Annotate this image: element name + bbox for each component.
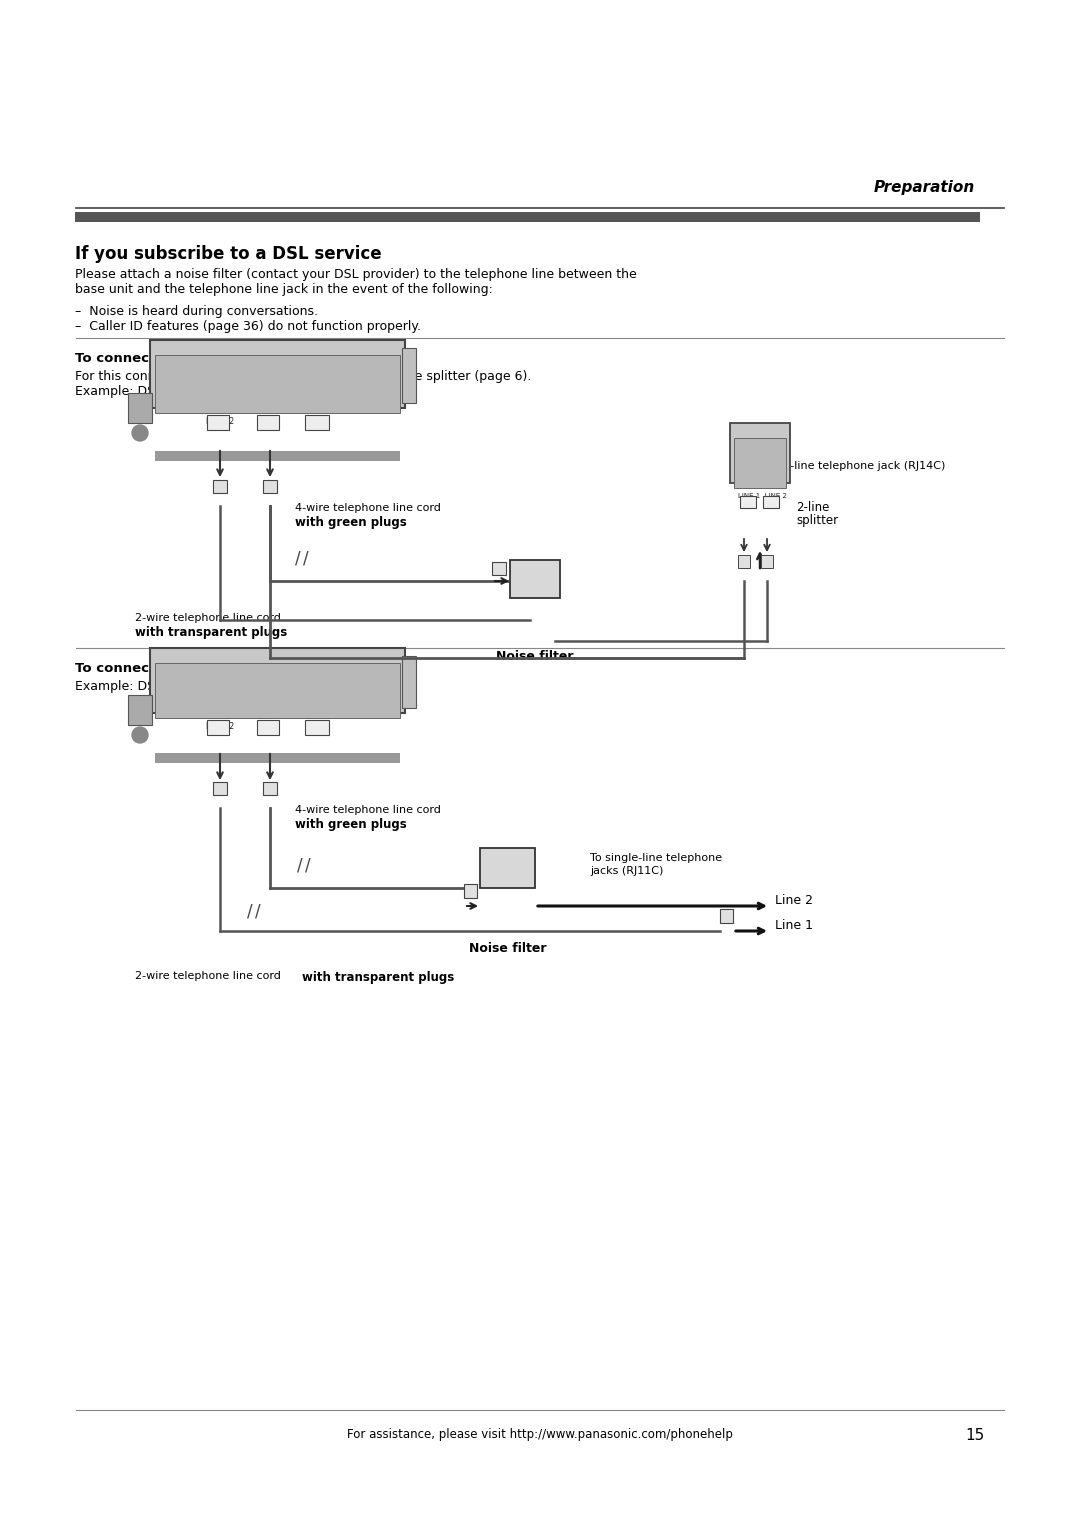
Bar xyxy=(207,416,229,429)
Bar xyxy=(156,451,400,461)
Text: /: / xyxy=(303,549,309,567)
Text: Example: DSL line is line 2: Example: DSL line is line 2 xyxy=(75,680,241,694)
Bar xyxy=(257,416,279,429)
Bar xyxy=(464,885,477,898)
Text: LINE2: LINE2 xyxy=(259,416,281,425)
Bar xyxy=(257,720,279,735)
Text: LINE1/2: LINE1/2 xyxy=(205,416,234,425)
Text: –  Noise is heard during conversations.: – Noise is heard during conversations. xyxy=(75,306,318,318)
Text: with transparent plugs: with transparent plugs xyxy=(302,970,455,984)
Bar xyxy=(761,555,773,568)
Text: LAN: LAN xyxy=(310,416,326,425)
Text: LINE2: LINE2 xyxy=(259,721,281,730)
Bar xyxy=(129,393,152,423)
Bar xyxy=(762,497,779,507)
Text: splitter: splitter xyxy=(796,513,838,527)
Text: To connect to a 2-line telephone jack: To connect to a 2-line telephone jack xyxy=(75,351,351,365)
Text: /: / xyxy=(306,856,311,874)
Bar xyxy=(264,782,276,795)
Text: If you subscribe to a DSL service: If you subscribe to a DSL service xyxy=(75,244,381,263)
Text: To 2-line telephone jack (RJ14C): To 2-line telephone jack (RJ14C) xyxy=(768,461,945,471)
Bar xyxy=(402,348,416,403)
Text: Preparation: Preparation xyxy=(874,180,975,196)
Text: For this connection, please purchase a Panasonic 2-line splitter (page 6).
Examp: For this connection, please purchase a P… xyxy=(75,370,531,397)
Bar xyxy=(264,480,276,494)
Text: Line 2: Line 2 xyxy=(775,894,813,906)
Text: Noise filter: Noise filter xyxy=(469,941,546,955)
Bar xyxy=(75,212,980,222)
Text: Noise filter: Noise filter xyxy=(496,649,573,663)
Bar xyxy=(305,416,329,429)
Bar xyxy=(510,559,561,597)
Circle shape xyxy=(132,425,148,442)
Bar xyxy=(480,848,535,888)
Text: 4-wire telephone line cord: 4-wire telephone line cord xyxy=(295,805,441,814)
Bar xyxy=(720,909,733,923)
Text: –  Caller ID features (page 36) do not function properly.: – Caller ID features (page 36) do not fu… xyxy=(75,319,421,333)
Text: 15: 15 xyxy=(966,1429,985,1442)
Bar xyxy=(402,656,416,707)
Text: with green plugs: with green plugs xyxy=(295,817,407,831)
Text: /: / xyxy=(247,902,253,920)
Bar xyxy=(492,562,507,575)
Bar xyxy=(156,663,400,718)
Bar xyxy=(734,439,786,487)
Bar xyxy=(156,753,400,762)
Text: 4-wire telephone line cord: 4-wire telephone line cord xyxy=(295,503,441,513)
Text: For assistance, please visit http://www.panasonic.com/phonehelp: For assistance, please visit http://www.… xyxy=(347,1429,733,1441)
Bar xyxy=(129,695,152,724)
Text: 2-wire telephone line cord: 2-wire telephone line cord xyxy=(135,970,284,981)
Text: 2-line: 2-line xyxy=(796,501,829,513)
Text: /: / xyxy=(255,902,260,920)
Text: Please attach a noise filter (contact your DSL provider) to the telephone line b: Please attach a noise filter (contact yo… xyxy=(75,267,637,296)
Text: LINE 1  LINE 2: LINE 1 LINE 2 xyxy=(738,494,786,500)
Bar xyxy=(213,782,227,795)
Text: To connect to 2 single-line telephone jacks: To connect to 2 single-line telephone ja… xyxy=(75,662,395,675)
Bar xyxy=(730,423,789,483)
Text: jacks (RJ11C): jacks (RJ11C) xyxy=(590,866,663,876)
Bar xyxy=(150,341,405,408)
Text: /: / xyxy=(295,549,301,567)
Bar xyxy=(207,720,229,735)
Bar xyxy=(740,497,756,507)
Text: Line 1: Line 1 xyxy=(775,918,813,932)
Bar xyxy=(738,555,750,568)
Text: /: / xyxy=(297,856,302,874)
Text: 2-wire telephone line cord: 2-wire telephone line cord xyxy=(135,613,281,623)
Bar xyxy=(213,480,227,494)
Bar xyxy=(305,720,329,735)
Text: with transparent plugs: with transparent plugs xyxy=(135,626,287,639)
Bar xyxy=(156,354,400,413)
Text: LAN: LAN xyxy=(310,721,326,730)
Text: with green plugs: with green plugs xyxy=(295,516,407,529)
Text: To single-line telephone: To single-line telephone xyxy=(590,853,723,863)
Circle shape xyxy=(132,727,148,743)
Bar xyxy=(150,648,405,714)
Text: LINE1/2: LINE1/2 xyxy=(205,721,234,730)
